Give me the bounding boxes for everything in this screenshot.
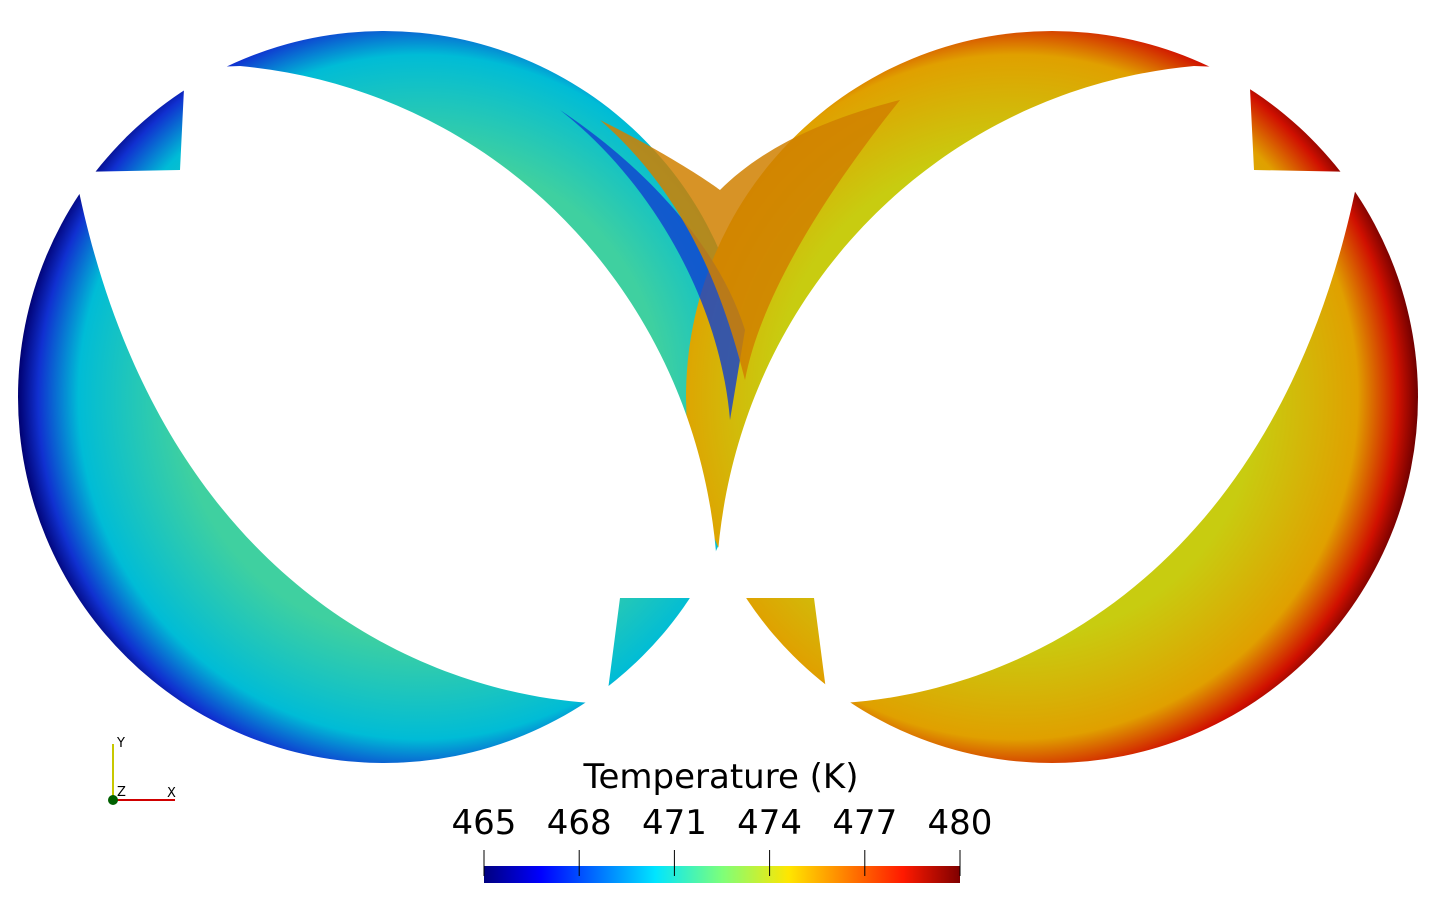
tick-label: 480: [928, 803, 993, 843]
colorbar-title: Temperature (K): [582, 757, 858, 797]
x-label: X: [167, 786, 176, 801]
colorbar-ticks: 465 468 471 474 477 480: [452, 803, 993, 876]
y-label: Y: [116, 736, 125, 751]
tick-label: 468: [547, 803, 612, 843]
tick-label: 474: [737, 803, 802, 843]
colorbar: [484, 866, 960, 883]
tick-label: 477: [832, 803, 897, 843]
z-label: Z: [117, 785, 126, 800]
axes-triad: Y Z X: [108, 736, 176, 805]
tick-label: 465: [452, 803, 517, 843]
hot-band: [600, 100, 900, 380]
left-rotor: [75, 66, 717, 703]
tick-label: 471: [642, 803, 707, 843]
z-axis: [108, 795, 118, 805]
right-rotor: [717, 66, 1359, 703]
